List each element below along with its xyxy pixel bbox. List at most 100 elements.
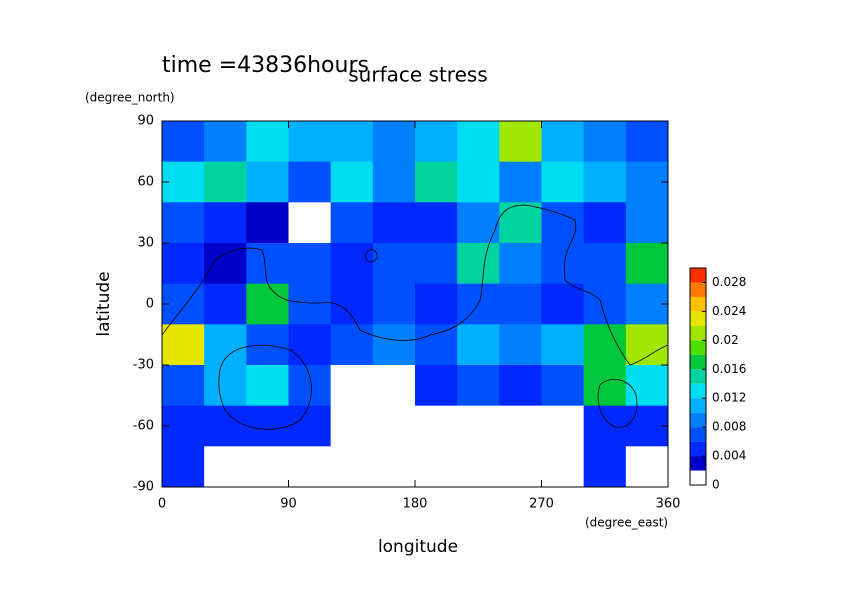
cell bbox=[246, 365, 289, 407]
y-tick-label: 0 bbox=[146, 297, 154, 312]
y-tick-label: -30 bbox=[133, 358, 154, 373]
chart-title: surface stress bbox=[348, 63, 487, 87]
cell bbox=[246, 446, 289, 488]
colorbar-tick-label: 0.004 bbox=[712, 449, 746, 463]
cell bbox=[162, 365, 205, 407]
cell bbox=[499, 121, 542, 163]
colorbar-tick-label: 0.016 bbox=[712, 362, 746, 376]
cell bbox=[372, 161, 416, 203]
cell bbox=[541, 121, 585, 163]
cell bbox=[162, 161, 205, 203]
cell bbox=[372, 243, 416, 285]
cell bbox=[372, 365, 416, 407]
y-tick-label: -90 bbox=[133, 480, 154, 495]
cell bbox=[288, 243, 332, 285]
cell bbox=[288, 446, 332, 488]
cell bbox=[288, 161, 332, 203]
cell bbox=[162, 446, 205, 488]
coastline bbox=[364, 249, 378, 263]
cell bbox=[246, 121, 289, 163]
cell bbox=[541, 324, 585, 366]
colorbar-swatch bbox=[690, 282, 706, 297]
cell bbox=[372, 324, 416, 366]
colorbar-swatch bbox=[690, 456, 706, 471]
x-tick-label: 180 bbox=[403, 497, 428, 512]
cell bbox=[372, 446, 416, 488]
cell bbox=[162, 283, 205, 325]
colorbar-swatch bbox=[690, 325, 706, 341]
cell bbox=[457, 161, 500, 203]
colorbar-swatch bbox=[690, 470, 706, 485]
cell bbox=[583, 202, 627, 244]
cell bbox=[204, 405, 247, 447]
cell bbox=[499, 365, 542, 407]
cell bbox=[204, 121, 247, 163]
cell bbox=[457, 283, 500, 325]
cell bbox=[541, 243, 585, 285]
cell bbox=[330, 161, 374, 203]
x-tick-label: 0 bbox=[158, 497, 166, 512]
y-tick-label: 90 bbox=[137, 114, 154, 129]
cell bbox=[415, 365, 458, 407]
cell bbox=[457, 121, 500, 163]
cell bbox=[204, 365, 247, 407]
cell bbox=[457, 365, 500, 407]
colorbar-swatch bbox=[690, 354, 706, 370]
cell bbox=[204, 283, 247, 325]
cell bbox=[583, 446, 627, 488]
cell bbox=[583, 324, 627, 366]
coastline bbox=[161, 204, 669, 366]
cell bbox=[415, 121, 458, 163]
cell bbox=[330, 446, 374, 488]
cell bbox=[288, 283, 332, 325]
cell bbox=[415, 202, 458, 244]
cell bbox=[246, 161, 289, 203]
subtitle: time =43836hours bbox=[162, 53, 369, 78]
colorbar-swatch bbox=[690, 398, 706, 413]
field bbox=[162, 121, 669, 488]
cell bbox=[499, 243, 542, 285]
coastline bbox=[597, 378, 638, 428]
cell bbox=[541, 446, 585, 488]
cell bbox=[204, 324, 247, 366]
cell bbox=[541, 365, 585, 407]
cell bbox=[246, 405, 289, 447]
cell bbox=[499, 324, 542, 366]
colorbar-swatch bbox=[690, 296, 706, 312]
cell bbox=[288, 405, 332, 447]
y-tick-label: 30 bbox=[137, 236, 154, 251]
cell bbox=[583, 283, 627, 325]
cell bbox=[457, 446, 500, 488]
cell bbox=[162, 405, 205, 447]
cell bbox=[330, 324, 374, 366]
cell bbox=[372, 202, 416, 244]
cell bbox=[162, 202, 205, 244]
cell bbox=[415, 324, 458, 366]
colorbar-swatch bbox=[690, 311, 706, 326]
cell bbox=[415, 283, 458, 325]
cell bbox=[625, 324, 669, 366]
colorbar-swatch bbox=[690, 369, 706, 384]
cell bbox=[541, 283, 585, 325]
cell bbox=[415, 446, 458, 488]
cell bbox=[162, 243, 205, 285]
cell bbox=[499, 446, 542, 488]
cell bbox=[583, 121, 627, 163]
cell bbox=[541, 161, 585, 203]
cell bbox=[288, 324, 332, 366]
colorbar-tick-label: 0.02 bbox=[712, 333, 739, 347]
cell bbox=[246, 243, 289, 285]
colorbar-tick-label: 0 bbox=[712, 478, 720, 492]
cell bbox=[415, 161, 458, 203]
x-unit: (degree_east) bbox=[585, 516, 668, 530]
cell bbox=[457, 324, 500, 366]
cell bbox=[330, 405, 374, 447]
cell bbox=[372, 121, 416, 163]
cell bbox=[415, 405, 458, 447]
cell bbox=[583, 243, 627, 285]
cell bbox=[583, 405, 627, 447]
colorbar-swatch bbox=[690, 340, 706, 355]
x-tick-label: 90 bbox=[280, 497, 297, 512]
cell bbox=[499, 283, 542, 325]
cell bbox=[204, 243, 247, 285]
